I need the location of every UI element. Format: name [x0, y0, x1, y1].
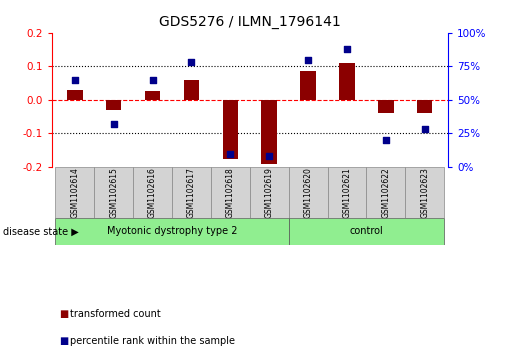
Text: GSM1102623: GSM1102623	[420, 167, 429, 218]
Bar	[56, 167, 94, 218]
Text: control: control	[350, 227, 383, 236]
Point	[110, 121, 118, 127]
Point	[148, 77, 157, 82]
Bar	[250, 167, 288, 218]
Bar	[288, 218, 444, 245]
Bar	[378, 100, 393, 113]
Text: percentile rank within the sample: percentile rank within the sample	[70, 336, 234, 346]
Text: GSM1102617: GSM1102617	[187, 167, 196, 218]
Bar	[94, 167, 133, 218]
Text: GSM1102619: GSM1102619	[265, 167, 273, 218]
Bar	[288, 167, 328, 218]
Bar	[262, 100, 277, 164]
Text: transformed count: transformed count	[70, 309, 160, 319]
Bar	[366, 167, 405, 218]
Point	[187, 59, 196, 65]
Bar	[172, 167, 211, 218]
Text: GSM1102616: GSM1102616	[148, 167, 157, 218]
Text: Myotonic dystrophy type 2: Myotonic dystrophy type 2	[107, 227, 237, 236]
Point	[343, 46, 351, 52]
Text: GSM1102621: GSM1102621	[342, 167, 351, 218]
Bar	[222, 100, 238, 159]
Bar	[67, 90, 82, 100]
Text: GSM1102620: GSM1102620	[303, 167, 313, 218]
Title: GDS5276 / ILMN_1796141: GDS5276 / ILMN_1796141	[159, 15, 340, 29]
Point	[304, 57, 312, 62]
Bar	[417, 100, 433, 113]
Point	[226, 151, 234, 156]
Bar	[300, 71, 316, 100]
Point	[71, 77, 79, 82]
Point	[265, 153, 273, 159]
Text: GSM1102614: GSM1102614	[71, 167, 79, 218]
Bar	[339, 63, 355, 100]
Text: disease state ▶: disease state ▶	[3, 227, 78, 236]
Bar	[145, 91, 160, 100]
Text: ■: ■	[59, 309, 68, 319]
Point	[382, 137, 390, 143]
Point	[421, 126, 429, 132]
Bar	[328, 167, 366, 218]
Bar	[405, 167, 444, 218]
Bar	[211, 167, 250, 218]
Bar	[106, 100, 122, 110]
Bar	[133, 167, 172, 218]
Text: ■: ■	[59, 336, 68, 346]
Text: GSM1102618: GSM1102618	[226, 167, 235, 218]
Bar	[56, 218, 288, 245]
Text: GSM1102622: GSM1102622	[381, 167, 390, 218]
Text: GSM1102615: GSM1102615	[109, 167, 118, 218]
Bar	[184, 79, 199, 100]
